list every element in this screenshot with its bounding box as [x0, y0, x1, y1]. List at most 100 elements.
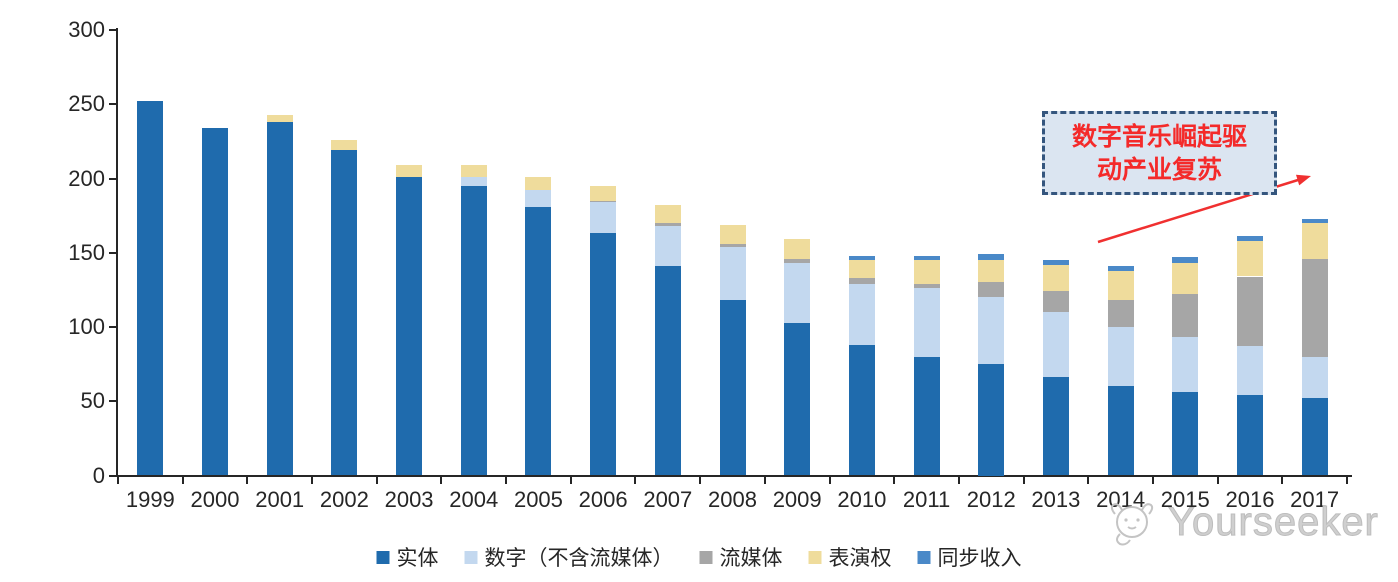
bar-segment-2006: [590, 200, 617, 203]
bar-segment-2002: [331, 150, 358, 476]
bar-segment-2013: [1042, 291, 1069, 313]
chart-legend: 实体 数字（不含流媒体） 流媒体 表演权 同步收入: [376, 542, 1022, 572]
legend-label: 表演权: [828, 546, 892, 570]
bar-segment-2011: [913, 260, 940, 284]
bar-segment-2008: [719, 243, 746, 247]
bar-segment-2006: [590, 185, 617, 201]
x-axis-label: 2015: [1160, 487, 1210, 512]
y-axis-tick: [109, 251, 116, 254]
bar-segment-2017: [1301, 356, 1328, 399]
x-axis-tick: [440, 477, 443, 484]
x-axis-tick: [246, 477, 249, 484]
x-axis-tick: [1151, 477, 1154, 484]
bar-segment-2014: [1107, 300, 1134, 327]
y-axis-label: 100: [68, 314, 105, 339]
bar-segment-2006: [590, 202, 617, 234]
y-axis-tick: [109, 400, 116, 403]
bar-segment-2011: [913, 288, 940, 357]
bar-segment-2016: [1236, 346, 1263, 396]
bar-segment-2010: [848, 344, 875, 476]
x-axis-tick: [311, 477, 314, 484]
legend-item: 流媒体: [699, 542, 783, 572]
bar-segment-2001: [266, 122, 293, 476]
y-axis-label: 0: [92, 462, 105, 488]
bar-segment-2015: [1172, 337, 1199, 393]
x-axis-tick: [634, 477, 637, 484]
x-axis-label: 2007: [643, 487, 693, 512]
y-axis-tick: [109, 326, 116, 328]
bar-segment-2007: [654, 223, 681, 227]
bar-segment-2015: [1172, 263, 1199, 295]
x-axis-label: 2002: [319, 487, 369, 512]
bar-segment-2008: [719, 246, 746, 301]
watermark: Yourseeker: [1108, 500, 1379, 548]
bar-segment-2009: [784, 258, 811, 264]
bar-segment-2015: [1172, 294, 1199, 338]
bar-segment-2005: [525, 206, 552, 476]
bar-segment-2013: [1042, 260, 1069, 265]
y-axis-label: 200: [68, 165, 105, 191]
x-axis-label: 2010: [837, 487, 887, 512]
legend-swatch-icon: [464, 550, 478, 564]
bar-segment-2015: [1172, 257, 1199, 264]
x-axis-label: 2017: [1290, 487, 1340, 512]
y-axis-tick: [109, 103, 116, 106]
x-axis-label: 2008: [708, 487, 757, 512]
bar-segment-2012: [978, 254, 1005, 261]
x-axis-tick: [1346, 477, 1348, 484]
bar-segment-2003: [396, 165, 423, 177]
bar-segment-2009: [784, 263, 811, 323]
bar-segment-2007: [654, 266, 681, 476]
legend-swatch-icon: [808, 550, 822, 564]
x-axis-label: 2009: [772, 487, 822, 512]
bar-segment-2003: [396, 177, 423, 476]
x-axis-tick: [828, 477, 831, 484]
bar-segment-2001: [266, 114, 293, 123]
bar-segment-2010: [848, 277, 875, 284]
bar-segment-2013: [1042, 312, 1069, 378]
x-axis-tick: [1216, 477, 1219, 484]
x-axis-tick: [763, 477, 766, 484]
x-axis-tick: [699, 477, 702, 484]
x-axis-tick: [1087, 477, 1090, 484]
y-axis-tick: [109, 177, 116, 180]
bar-segment-2012: [978, 364, 1005, 476]
y-axis-label: 250: [68, 91, 105, 117]
legend-swatch-icon: [917, 550, 931, 564]
x-axis-tick: [1281, 477, 1284, 484]
x-axis-tick: [375, 477, 378, 484]
x-axis-tick: [1022, 477, 1025, 484]
y-axis-line: [116, 28, 118, 477]
legend-swatch-icon: [699, 550, 713, 564]
bar-segment-2008: [719, 300, 746, 476]
bar-segment-2007: [654, 205, 681, 224]
bar-segment-2006: [590, 233, 617, 476]
legend-item: 同步收入: [917, 542, 1022, 572]
legend-label: 同步收入: [937, 546, 1022, 570]
bar-segment-2011: [913, 255, 940, 261]
bar-segment-2014: [1107, 266, 1134, 271]
legend-label: 数字（不含流媒体）: [484, 546, 674, 570]
bar-segment-2014: [1107, 386, 1134, 476]
bar-segment-2011: [913, 283, 940, 289]
annotation-box: 数字音乐崛起驱 动产业复苏: [1042, 111, 1277, 195]
x-axis-label: 2003: [384, 487, 434, 512]
bar-segment-2017: [1301, 223, 1328, 259]
legend-item: 表演权: [808, 542, 892, 572]
x-axis-tick: [893, 477, 896, 484]
bar-segment-2012: [978, 260, 1005, 283]
bar-segment-2016: [1236, 236, 1263, 241]
bar-segment-2012: [978, 297, 1005, 365]
bar-segment-2014: [1107, 270, 1134, 301]
y-axis-label: 150: [68, 239, 105, 265]
x-axis-label: 2013: [1031, 487, 1081, 512]
x-axis-label: 2016: [1225, 487, 1275, 512]
legend-item: 实体: [376, 542, 439, 572]
bar-segment-2016: [1236, 240, 1263, 277]
y-axis-label: 300: [68, 17, 105, 42]
x-axis-tick: [957, 477, 960, 484]
bar-segment-2017: [1301, 258, 1328, 357]
bar-segment-2010: [848, 283, 875, 345]
bar-segment-2012: [978, 282, 1005, 298]
